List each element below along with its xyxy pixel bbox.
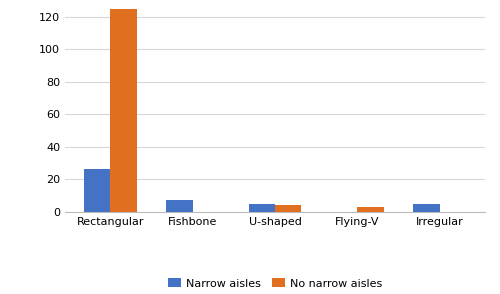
- Bar: [275, 205, 301, 212]
- Bar: [166, 200, 192, 212]
- Bar: [84, 169, 110, 212]
- Bar: [248, 203, 275, 212]
- Legend: Narrow aisles, No narrow aisles: Narrow aisles, No narrow aisles: [164, 274, 386, 293]
- Bar: [413, 203, 440, 212]
- Bar: [358, 207, 384, 212]
- Bar: [110, 1, 137, 212]
